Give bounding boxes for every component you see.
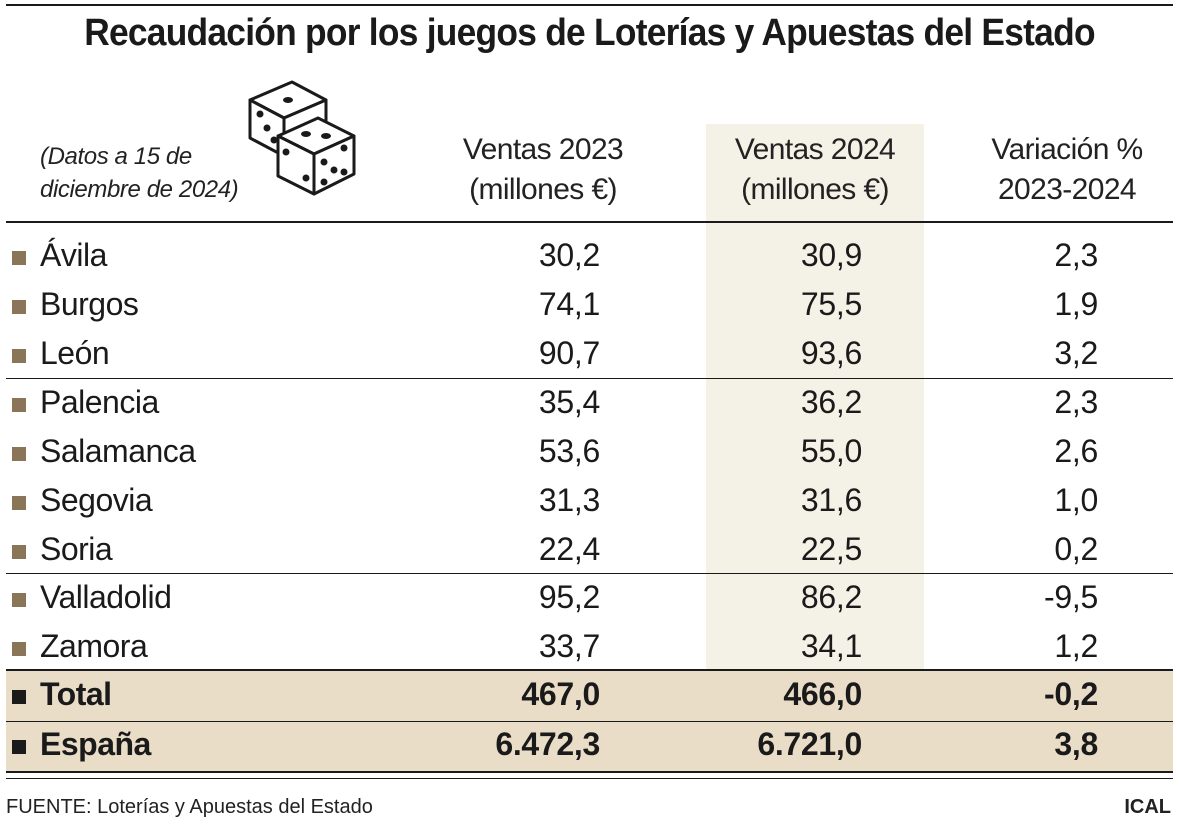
province-name: Zamora [40,628,148,664]
column-header-line-1: Variación % [991,133,1143,166]
value-2023: 30,2 [538,237,600,273]
value-variation: 3,2 [1054,335,1098,371]
table-row: Valladolid 95,2 86,2 -9,5 [0,575,1179,623]
table-row: Palencia 35,4 36,2 2,3 [0,380,1179,428]
value-2023: 53,6 [538,433,600,469]
value-variation: 1,2 [1054,628,1098,664]
date-note: (Datos a 15 de diciembre de 2024) [40,140,239,206]
square-bullet-icon [12,398,26,412]
column-header-line-2: (millones €) [469,173,617,206]
province-name: España [40,726,151,762]
totals-divider [6,721,1173,722]
province-name: Palencia [40,384,159,420]
value-2023: 90,7 [538,335,600,371]
value-variation: 1,0 [1054,482,1098,518]
table-row: Zamora 33,7 34,1 1,2 [0,624,1179,672]
square-bullet-icon [12,447,26,461]
value-2023: 74,1 [538,286,600,322]
group-divider [6,378,1173,379]
value-2023: 31,3 [538,482,600,518]
value-2024: 75,5 [800,286,862,322]
value-2023: 467,0 [521,676,600,712]
value-2023: 95,2 [538,579,600,615]
top-rule [6,4,1173,6]
value-2024: 30,9 [800,237,862,273]
province-name: Salamanca [40,433,196,469]
province-name: León [40,335,110,371]
date-note-line-1: (Datos a 15 de [40,143,192,170]
totals-rule [6,669,1173,671]
column-header-line-1: Ventas 2023 [462,133,624,166]
value-2024: 93,6 [800,335,862,371]
header-rule [6,221,1173,223]
square-bullet-icon [12,642,26,656]
province-name: Soria [40,531,113,567]
value-variation: -0,2 [1044,676,1098,712]
square-bullet-icon [12,593,26,607]
column-header-variacion: Variación % 2023-2024 [962,130,1172,210]
table-row: León 90,7 93,6 3,2 [0,331,1179,379]
table-row: Soria 22,4 22,5 0,2 [0,527,1179,575]
province-name: Burgos [40,286,139,322]
province-name: Total [40,676,112,712]
brand-logo: ICAL [1124,796,1171,818]
column-header-ventas-2024: Ventas 2024 (millones €) [706,130,924,210]
square-bullet-icon [12,740,26,754]
table-row: Burgos 74,1 75,5 1,9 [0,282,1179,330]
table-row: Salamanca 53,6 55,0 2,6 [0,429,1179,477]
column-header-line-1: Ventas 2024 [734,133,896,166]
province-name: Ávila [40,237,107,273]
square-bullet-icon [12,349,26,363]
chart-title: Recaudación por los juegos de Loterías y… [84,12,1095,54]
spain-band [6,721,1173,771]
column-header-line-2: (millones €) [741,173,889,206]
total-band [6,671,1173,721]
dice-icon [248,80,356,196]
value-variation: -9,5 [1044,579,1098,615]
column-header-line-2: 2023-2024 [997,173,1137,206]
value-2024: 6.721,0 [757,726,862,762]
value-2024: 86,2 [800,579,862,615]
table-row: Segovia 31,3 31,6 1,0 [0,478,1179,526]
value-2023: 33,7 [538,628,600,664]
value-2024: 31,6 [800,482,862,518]
value-variation: 2,3 [1054,384,1098,420]
province-name: Valladolid [40,579,172,615]
column-header-ventas-2023: Ventas 2023 (millones €) [438,130,648,210]
table-row: Ávila 30,2 30,9 2,3 [0,233,1179,281]
value-variation: 3,8 [1054,726,1098,762]
source-note: FUENTE: Loterías y Apuestas del Estado [6,796,373,818]
value-2024: 55,0 [800,433,862,469]
total-row: Total 467,0 466,0 -0,2 [0,672,1179,720]
group-divider [6,573,1173,574]
total-row: España 6.472,3 6.721,0 3,8 [0,722,1179,770]
square-bullet-icon [12,300,26,314]
value-2024: 36,2 [800,384,862,420]
value-2024: 22,5 [800,531,862,567]
highlight-column-2024 [706,124,924,670]
square-bullet-icon [12,545,26,559]
value-variation: 0,2 [1054,531,1098,567]
value-2023: 6.472,3 [495,726,600,762]
value-variation: 2,3 [1054,237,1098,273]
square-bullet-icon [12,251,26,265]
square-bullet-icon [12,690,26,704]
date-note-line-2: diciembre de 2024) [40,176,239,203]
province-name: Segovia [40,482,153,518]
value-variation: 1,9 [1054,286,1098,322]
bottom-rule [6,771,1173,773]
bottom-rule-thin [6,778,1173,779]
square-bullet-icon [12,496,26,510]
value-2024: 466,0 [783,676,862,712]
value-variation: 2,6 [1054,433,1098,469]
value-2024: 34,1 [800,628,862,664]
value-2023: 35,4 [538,384,600,420]
value-2023: 22,4 [538,531,600,567]
